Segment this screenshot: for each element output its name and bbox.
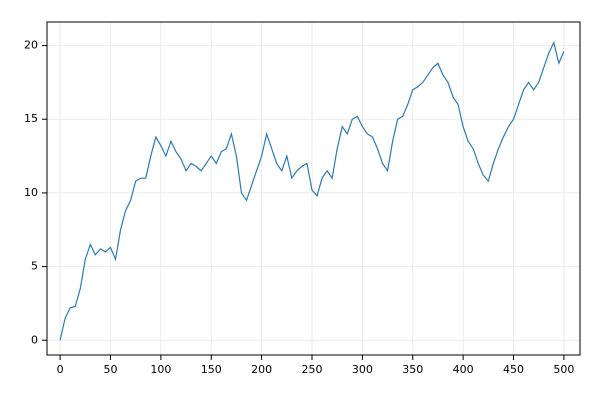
y-tick-label: 0	[31, 333, 38, 346]
x-tick-label: 200	[251, 363, 272, 376]
x-tick-label: 450	[503, 363, 524, 376]
y-tick-label: 10	[24, 186, 38, 199]
x-tick-label: 500	[553, 363, 574, 376]
x-tick-label: 100	[150, 363, 171, 376]
x-tick-label: 250	[301, 363, 322, 376]
x-tick-label: 350	[402, 363, 423, 376]
x-tick-label: 300	[352, 363, 373, 376]
x-tick-label: 400	[453, 363, 474, 376]
y-tick-label: 20	[24, 39, 38, 52]
plot-frame	[46, 21, 581, 356]
x-tick-label: 50	[103, 363, 117, 376]
line-series	[59, 40, 565, 341]
x-tick-label: 150	[201, 363, 222, 376]
y-tick-label: 5	[31, 260, 38, 273]
y-tick-label: 15	[24, 112, 38, 125]
x-tick-label: 0	[57, 363, 64, 376]
